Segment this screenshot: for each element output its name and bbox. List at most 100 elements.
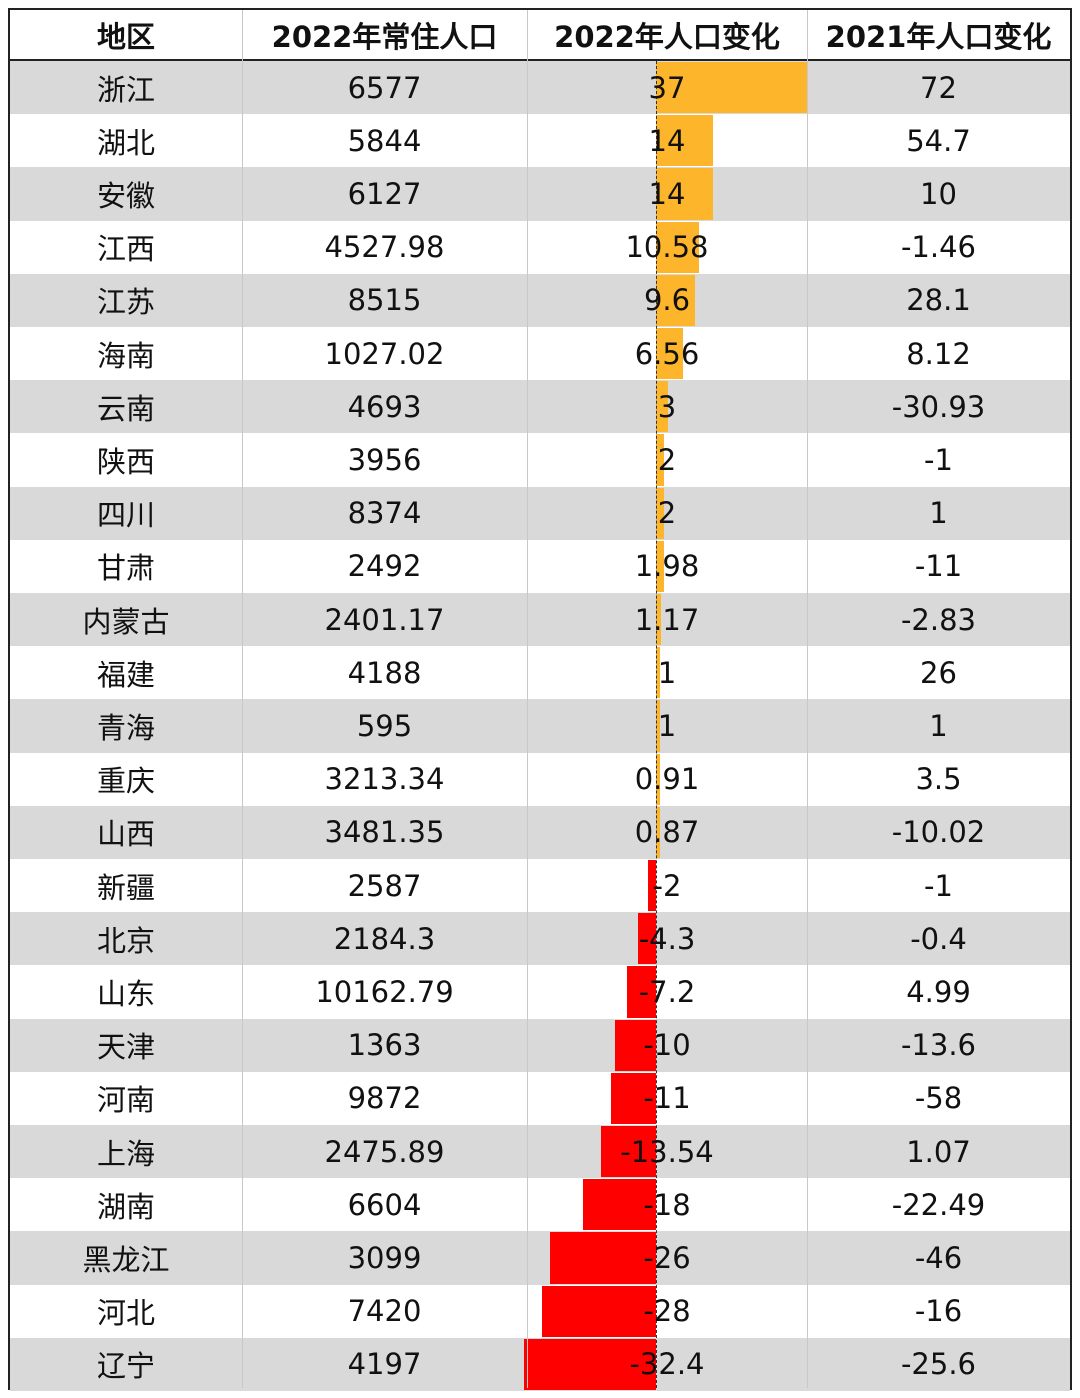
population-cell: 7420 [347,1294,422,1329]
change-2021-cell: -30.93 [891,389,986,424]
table-row: 江苏 8515 28.1 9.6 [10,273,1070,327]
population-cell: 8515 [347,283,422,318]
region-cell: 重庆 [96,764,155,799]
databar-zero-axis [656,61,657,1388]
population-cell: 2475.89 [324,1134,445,1169]
change-2021-cell: 72 [920,70,957,105]
data-bar [656,115,714,167]
region-cell: 河南 [96,1083,155,1118]
data-bar [549,1232,656,1284]
population-cell: 3956 [347,442,422,477]
region-cell: 天津 [96,1030,155,1065]
change-2022-cell: 37 [648,70,686,105]
table-row: 辽宁 4197 -25.6 -32.4 [10,1337,1070,1391]
region-cell: 海南 [96,338,155,373]
change-2021-cell: -1 [924,442,953,477]
data-bar [656,221,700,273]
change-2021-cell: 1 [929,708,948,743]
population-cell: 1027.02 [324,336,445,371]
population-cell: 5844 [347,123,422,158]
population-cell: 595 [356,708,413,743]
population-cell: 4188 [347,655,422,690]
region-cell: 山西 [96,817,155,852]
header-population-2022: 2022年常住人口 [271,19,498,54]
population-cell: 2492 [347,549,422,584]
data-bar [656,381,669,433]
change-2022-cell: 1.17 [634,602,700,637]
table-header: 地区 2022年常住人口 2022年人口变化 2021年人口变化 [10,10,1070,61]
change-2022-cell: -7.2 [638,974,696,1009]
population-cell: 8374 [347,496,422,531]
data-bar [656,168,714,220]
data-bar [582,1179,656,1231]
data-bar [656,540,665,592]
change-2021-cell: 4.99 [906,974,971,1009]
change-2022-cell: 1 [657,655,677,690]
change-2022-cell: 14 [648,176,686,211]
region-cell: 云南 [96,391,155,426]
change-2022-cell: 2 [657,442,677,477]
change-2021-cell: 1.07 [906,1134,971,1169]
table-row: 甘肃 2492 -11 1.98 [10,540,1070,593]
change-2021-cell: -58 [914,1081,963,1116]
change-2021-cell: -1 [924,868,953,903]
change-2021-cell: -46 [914,1240,963,1275]
population-cell: 9872 [347,1081,422,1116]
data-bar [600,1126,656,1178]
region-cell: 湖北 [96,125,155,160]
change-2021-cell: 8.12 [906,336,971,371]
region-cell: 江西 [96,232,155,267]
region-cell: 上海 [96,1136,155,1171]
change-2022-cell: -11 [643,1081,691,1116]
header-change-2022: 2022年人口变化 [554,19,780,54]
population-cell: 3213.34 [324,762,445,797]
table-row: 山西 3481.35 -10.02 0.87 [10,805,1070,859]
region-cell: 四川 [96,498,155,533]
change-2022-cell: 6.56 [634,336,700,371]
table-row: 陕西 3956 -1 2 [10,433,1070,486]
region-cell: 安徽 [96,178,155,213]
change-2022-cell: 10.58 [625,230,709,265]
data-bar [615,1019,656,1071]
column-divider [242,10,243,1388]
change-2022-cell: -13.54 [620,1134,714,1169]
region-cell: 辽宁 [96,1349,155,1384]
change-2022-cell: -28 [643,1294,691,1329]
region-cell: 陕西 [96,444,155,479]
column-divider [527,10,528,1388]
table-row: 上海 2475.89 1.07 -13.54 [10,1125,1070,1179]
change-2021-cell: -1.46 [900,230,977,265]
population-cell: 4197 [347,1347,422,1382]
data-bar [656,434,665,486]
population-cell: 4693 [347,389,422,424]
population-cell: 1363 [347,1028,422,1063]
region-cell: 江苏 [96,285,155,320]
change-2022-cell: 0.91 [634,762,700,797]
table-row: 湖南 6604 -22.49 -18 [10,1178,1070,1231]
table-row: 河南 9872 -58 -11 [10,1072,1070,1125]
population-cell: 3099 [347,1240,422,1275]
region-cell: 河北 [96,1296,155,1331]
region-cell: 山东 [96,976,155,1011]
table-row: 安徽 6127 10 14 [10,167,1070,221]
data-bar [656,753,660,805]
data-bar [656,806,660,858]
region-cell: 青海 [96,710,155,745]
change-2022-cell: -4.3 [638,921,696,956]
change-2022-cell: -26 [643,1240,691,1275]
population-cell: 6127 [347,176,422,211]
change-2022-cell: -10 [643,1028,691,1063]
data-bar [656,594,661,646]
change-2021-cell: -22.49 [891,1187,986,1222]
change-2022-cell: 9.6 [643,283,691,318]
table-row: 河北 7420 -16 -28 [10,1285,1070,1338]
table-row: 内蒙古 2401.17 -2.83 1.17 [10,593,1070,647]
change-2022-cell: 2 [657,496,677,531]
data-bar [656,62,807,114]
header-region: 地区 [96,19,155,54]
change-2022-cell: -2 [652,868,682,903]
table-row: 福建 4188 26 1 [10,646,1070,699]
change-2021-cell: 54.7 [906,123,971,158]
region-cell: 甘肃 [96,551,155,586]
table-row: 浙江 6577 72 37 [10,61,1070,115]
